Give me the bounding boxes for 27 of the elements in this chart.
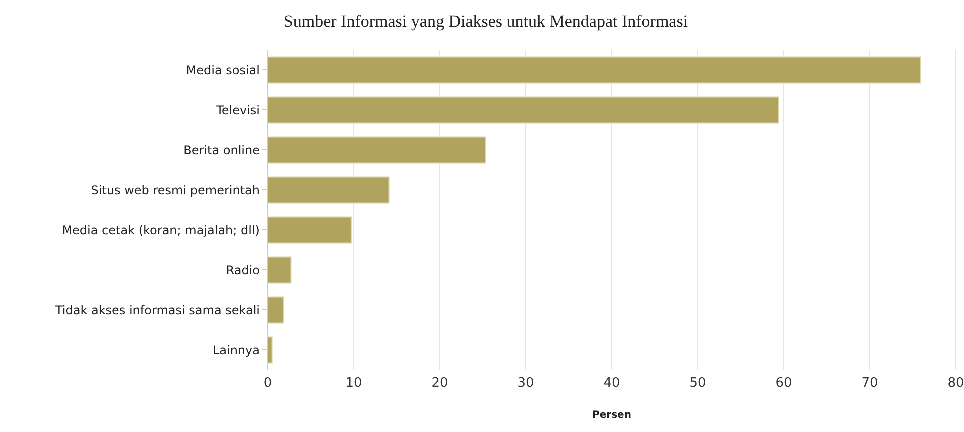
x-tick-label: 80: [948, 376, 964, 392]
y-tick-label: Tidak akses informasi sama sekali: [54, 303, 260, 318]
y-tick-label: Radio: [226, 263, 260, 278]
x-tick-label: 40: [604, 376, 620, 392]
x-tick-label: 0: [264, 376, 272, 392]
bar: [268, 96, 780, 124]
bar: [268, 336, 273, 364]
bar: [268, 176, 390, 204]
y-tick-label: Media sosial: [186, 63, 260, 78]
y-tick-label: Berita online: [184, 143, 260, 158]
y-tick-label: Media cetak (koran; majalah; dll): [62, 223, 260, 238]
x-tick-label: 50: [690, 376, 706, 392]
y-tick-label: Lainnya: [212, 343, 260, 358]
bar: [268, 256, 292, 284]
x-tick-label: 20: [432, 376, 448, 392]
x-tick-label: 10: [346, 376, 362, 392]
x-tick-label: 70: [862, 376, 878, 392]
y-tick-label: Televisi: [216, 103, 260, 118]
x-tick-label: 60: [776, 376, 792, 392]
bar: [268, 136, 486, 164]
x-axis-title: Persen: [592, 410, 632, 421]
bar: [268, 56, 922, 84]
y-tick-label: Situs web resmi pemerintah: [91, 183, 260, 198]
bar: [268, 296, 284, 324]
chart-title: Sumber Informasi yang Diakses untuk Mendapat Informasi: [284, 12, 688, 31]
bar: [268, 216, 352, 244]
x-tick-label: 30: [518, 376, 534, 392]
